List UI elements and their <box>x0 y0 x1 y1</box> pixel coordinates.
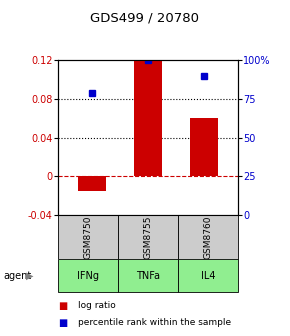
Text: IL4: IL4 <box>201 270 215 281</box>
Bar <box>78 176 106 191</box>
Text: GSM8750: GSM8750 <box>84 215 93 259</box>
Bar <box>178 215 238 259</box>
Bar <box>58 259 118 292</box>
Text: TNFa: TNFa <box>136 270 160 281</box>
Text: GSM8760: GSM8760 <box>203 215 212 259</box>
Text: GSM8755: GSM8755 <box>143 215 153 259</box>
Text: percentile rank within the sample: percentile rank within the sample <box>78 318 231 327</box>
Text: ▶: ▶ <box>26 270 34 281</box>
Text: ■: ■ <box>58 318 67 328</box>
Bar <box>134 60 162 176</box>
Bar <box>118 215 178 259</box>
Bar <box>190 118 218 176</box>
Text: agent: agent <box>3 270 31 281</box>
Text: IFNg: IFNg <box>77 270 99 281</box>
Text: ■: ■ <box>58 301 67 311</box>
Bar <box>178 259 238 292</box>
Bar <box>58 215 118 259</box>
Text: GDS499 / 20780: GDS499 / 20780 <box>90 12 200 25</box>
Bar <box>118 259 178 292</box>
Text: log ratio: log ratio <box>78 301 116 310</box>
